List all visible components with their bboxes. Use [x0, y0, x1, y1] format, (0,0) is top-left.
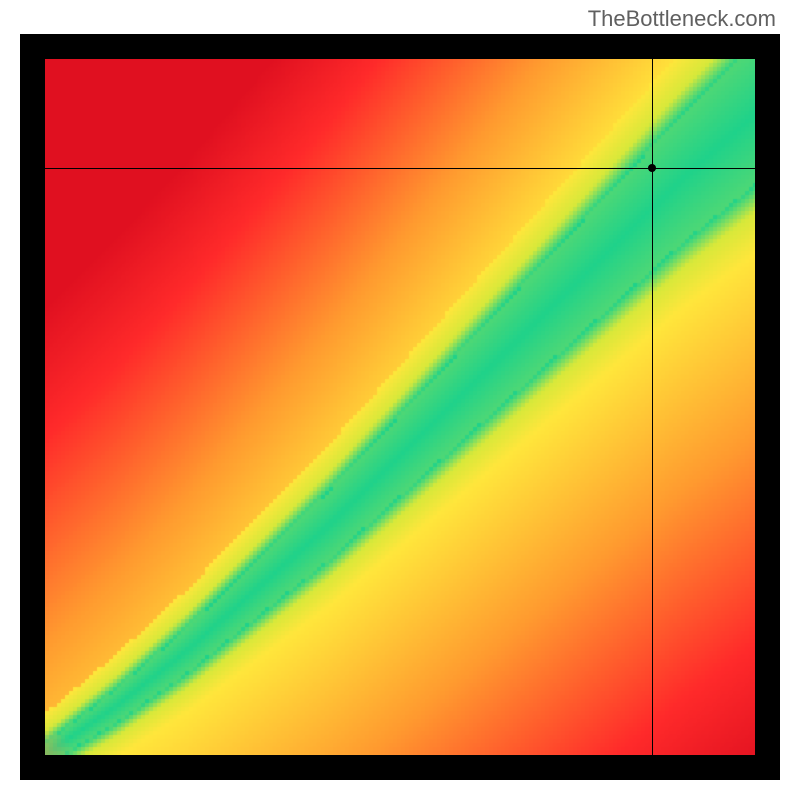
heatmap-plot	[45, 59, 755, 755]
watermark-text: TheBottleneck.com	[588, 6, 776, 32]
heatmap-canvas	[45, 59, 755, 755]
plot-frame	[20, 34, 780, 780]
crosshair-marker	[648, 164, 656, 172]
